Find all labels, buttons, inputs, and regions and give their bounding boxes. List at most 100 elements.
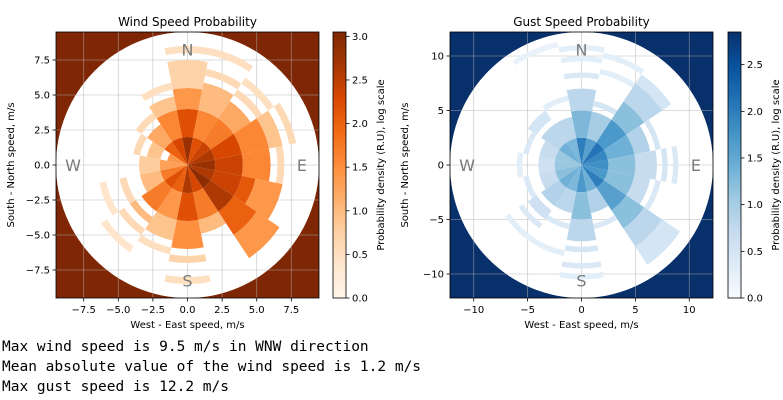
y-tick-label: 5 [438, 106, 444, 117]
sector-bin [245, 178, 283, 220]
sector-bins [505, 42, 681, 280]
x-axis-label: West - East speed, m/s [130, 320, 244, 331]
sector-bin [581, 165, 608, 181]
sector-bin [581, 138, 597, 165]
sector-bin [167, 153, 188, 165]
colorbar [332, 31, 347, 299]
y-tick-label: −7.5 [26, 266, 50, 277]
x-tick-label: −10 [463, 305, 484, 316]
sector-bin [581, 149, 608, 165]
sector-bin [559, 142, 582, 165]
sector-bin [167, 60, 208, 90]
sector-bin [146, 141, 165, 160]
sector-bin [623, 207, 663, 247]
sector-bin [611, 101, 645, 135]
sector-bin [137, 234, 172, 255]
sector-bin [634, 150, 657, 180]
sector-bin [626, 125, 651, 155]
sector-bin [558, 45, 605, 53]
compass-s: S [182, 272, 192, 291]
x-tick-label: 0 [578, 305, 584, 316]
sector-bin [607, 154, 636, 176]
sector-bin [541, 124, 567, 150]
sector-bin [635, 74, 672, 111]
sector-bin [160, 165, 188, 181]
sector-bin [156, 110, 183, 142]
sector-bin [566, 88, 597, 112]
colorbar-tick-label: 2.0 [747, 107, 763, 118]
compass-w: W [65, 156, 81, 175]
sector-bin [660, 147, 668, 183]
sector-bin [171, 219, 204, 250]
compass-e: E [691, 156, 701, 175]
sector-bin [176, 192, 199, 221]
sector-bin [241, 148, 271, 182]
sector-bin [233, 211, 280, 259]
colorbar-tick-label: 2.5 [352, 75, 368, 86]
sector-bin [581, 142, 604, 165]
sector-bin [156, 188, 183, 220]
sector-bin [538, 156, 556, 174]
sector-bin [99, 181, 119, 216]
sector-bin [192, 188, 219, 220]
x-tick-label: 10 [683, 305, 696, 316]
colorbar-tick-label: 2.5 [747, 60, 763, 71]
sector-bin [119, 177, 136, 204]
sector-bin [593, 100, 618, 116]
sector-bin [233, 118, 269, 155]
sector-bin [141, 180, 173, 212]
sector-bin [187, 159, 216, 171]
sector-bin [559, 271, 604, 280]
x-tick-label: 2.5 [214, 305, 230, 316]
sector-bin [187, 165, 215, 181]
sector-bin [596, 180, 627, 211]
sector-bin [218, 100, 251, 134]
y-tick-label: −10 [423, 270, 444, 281]
x-tick-label: 5 [632, 305, 638, 316]
sector-bin [145, 211, 177, 241]
x-axis-label: West - East speed, m/s [524, 320, 638, 331]
sector-bin [530, 237, 565, 256]
x-tick-label: −5 [520, 305, 535, 316]
x-tick-label: −7.5 [72, 305, 96, 316]
colorbar-tick-label: 2.0 [352, 119, 368, 130]
x-tick-label: 7.5 [283, 305, 299, 316]
sector-bin [539, 170, 560, 190]
compass-e: E [297, 156, 307, 175]
sector-bin [256, 110, 283, 149]
wind-speed-chart: N S W E −7.5 −5.0 −2.5 0.0 2.5 5.0 7.5 7.5 5.0 2.5 0.0… [6, 15, 387, 331]
sector-bin [133, 133, 148, 156]
colorbar-tick-label: 1.0 [352, 206, 368, 217]
sector-bin [644, 179, 661, 211]
x-tick-label: 5.0 [249, 305, 265, 316]
sector-bin [541, 180, 567, 206]
sector-bin [545, 214, 570, 230]
compass-n: N [576, 40, 588, 59]
sector-bin [149, 96, 177, 119]
y-tick-label: 0 [438, 161, 444, 172]
summary-mean-wind-speed: Mean absolute value of the wind speed is… [2, 359, 422, 375]
sector-bin [164, 274, 211, 284]
sector-bin [644, 119, 661, 151]
sector-bin [187, 165, 211, 189]
sector-bin [554, 116, 577, 143]
sector-bin [566, 165, 582, 192]
summary-max-gust-speed: Max gust speed is 12.2 m/s [2, 379, 229, 395]
sector-bin [241, 77, 274, 111]
sector-bin [275, 145, 285, 185]
y-axis-label: South - North speed, m/s [400, 102, 411, 227]
sector-bin [570, 110, 593, 139]
sector-bin [168, 254, 207, 264]
colorbar-label: Probability density (R.U), log scale [376, 79, 387, 250]
sector-bin [198, 82, 234, 119]
sector-bin [563, 72, 600, 80]
sector-bin [542, 95, 569, 111]
sector-bin [182, 165, 193, 193]
sector-bin [101, 219, 134, 253]
y-tick-label: 2.5 [34, 126, 50, 137]
colorbar-label: Probability density (R.U), log scale [771, 79, 782, 250]
sector-bin [527, 110, 552, 135]
sector-bin [218, 196, 257, 235]
sector-bin [187, 149, 215, 165]
